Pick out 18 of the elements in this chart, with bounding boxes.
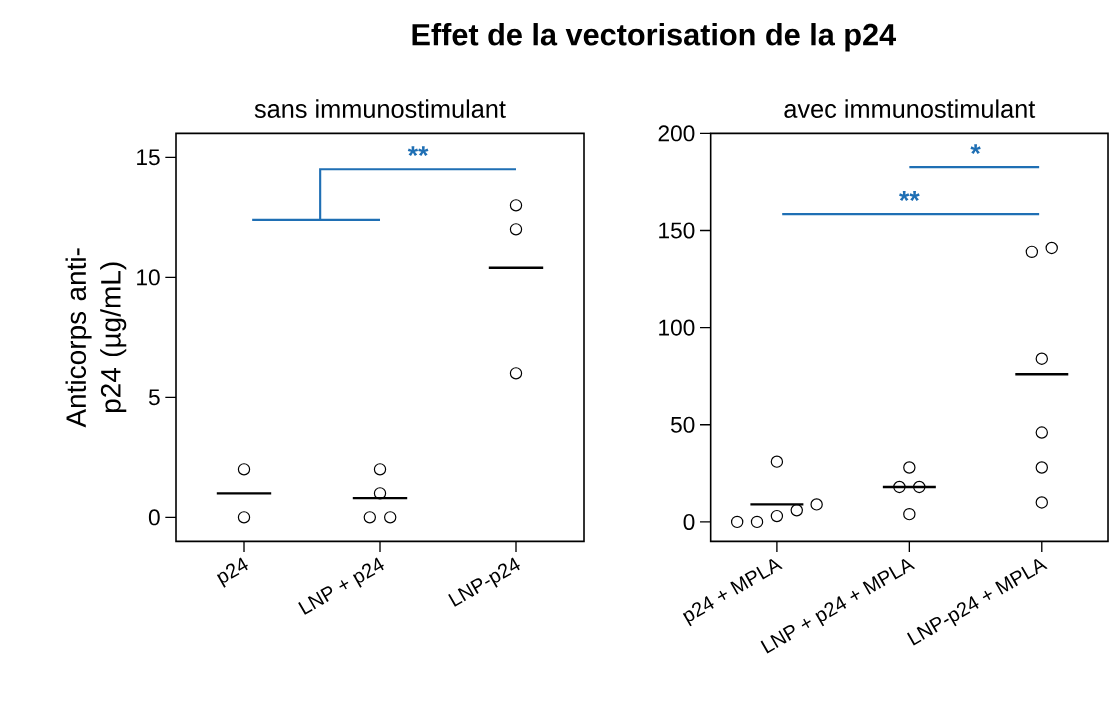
y-tick-label: 100 (659, 319, 695, 336)
y-tick-label: 0 (683, 513, 695, 530)
text: Effet de la vectorisation de la p24 (412, 23, 896, 52)
chart-subtitle: sans immunostimulant (254, 99, 506, 118)
y-tick-label: 10 (137, 269, 160, 286)
y-tick-label: 200 (658, 125, 695, 142)
y-tick-label: 15 (137, 149, 160, 166)
y-axis-title: Anticorps anti-p24 (µg/mL) (65, 248, 127, 428)
y-tick-label: 50 (670, 416, 695, 433)
x-tick-label: p24 (216, 557, 248, 588)
y-tick-label: 150 (659, 222, 695, 239)
annotation: ** (899, 191, 920, 201)
y-tick-label: 5 (148, 389, 160, 406)
y-tick-label: 0 (148, 509, 160, 526)
x-tick-label: LNP + p24 (298, 557, 384, 615)
annotation: * (970, 144, 981, 155)
annotation: ** (407, 146, 429, 157)
chart-subtitle: avec immunostimulant (784, 99, 1036, 118)
